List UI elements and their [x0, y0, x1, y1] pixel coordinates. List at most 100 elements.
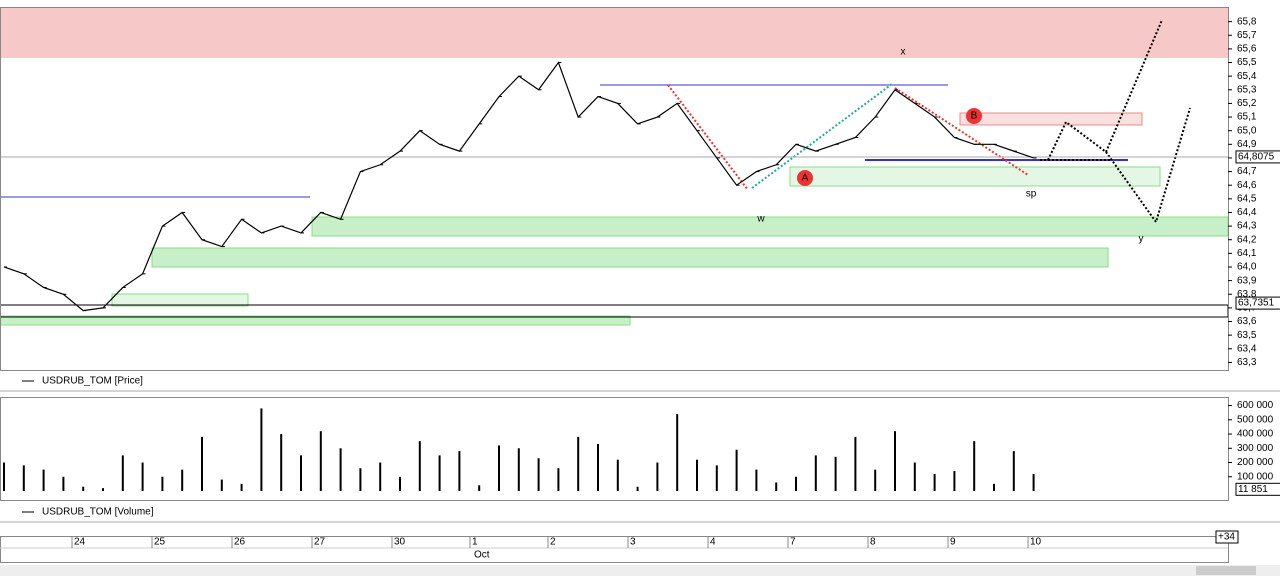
y-tick-label: 64,2 [1237, 234, 1257, 245]
value-marker [1235, 482, 1280, 496]
volume-bar [181, 469, 184, 491]
value-marker-label: 63,7351 [1238, 298, 1275, 309]
volume-bar [22, 465, 25, 491]
y-tick-label: 64,9 [1237, 139, 1257, 150]
y-tick-label: 65,0 [1237, 125, 1257, 136]
volume-bar [755, 469, 758, 491]
volume-bar [240, 483, 243, 491]
y-tick-label: 65,1 [1237, 112, 1257, 123]
offset-box [1215, 530, 1239, 544]
y-tick-label: 200 000 [1237, 457, 1274, 468]
volume-bar [557, 468, 560, 491]
volume-bar [795, 476, 797, 491]
y-tick-label: 64,3 [1237, 221, 1257, 232]
volume-bar [537, 458, 540, 491]
y-tick-label: 65,8 [1237, 16, 1257, 27]
y-tick-label: 64,5 [1237, 193, 1257, 204]
y-tick-label: 100 000 [1237, 471, 1274, 482]
volume-bar [913, 462, 916, 491]
volume-bar [161, 476, 164, 491]
y-tick-label: 64,6 [1237, 180, 1257, 191]
volume-bar [201, 436, 203, 491]
volume-bar [418, 441, 421, 491]
volume-bar [894, 431, 896, 491]
scroll-thumb[interactable] [1196, 566, 1256, 575]
legend-label: USDRUB_TOM [Price] [42, 376, 143, 387]
volume-bar [636, 486, 639, 491]
volume-bar [775, 482, 778, 491]
volume-bar [438, 455, 441, 491]
value-marker [1235, 296, 1280, 310]
y-tick-label: 500 000 [1237, 414, 1274, 425]
volume-bar [735, 449, 738, 491]
value-marker-label: 11 851 [1238, 484, 1268, 495]
resistance-zone [959, 112, 1143, 126]
value-marker-label: 64,8075 [1238, 152, 1275, 163]
volume-bar [874, 469, 877, 491]
volume-bar [597, 444, 599, 491]
volume-bar [300, 455, 302, 491]
volume-bar [577, 436, 580, 491]
volume-bar [42, 469, 45, 491]
trend-arrow [894, 87, 1029, 176]
volume-bar [121, 455, 124, 491]
volume-bar [715, 465, 718, 491]
volume-bar [478, 485, 481, 491]
volume-bar [498, 445, 500, 491]
y-tick-label: 65,4 [1237, 71, 1257, 82]
volume-bar [280, 434, 283, 491]
trend-arrow [751, 83, 893, 189]
x-tick-label: 26 [234, 537, 246, 548]
volume-bar [517, 448, 520, 491]
x-tick-label: 25 [154, 537, 166, 548]
y-tick-label: 400 000 [1237, 429, 1274, 440]
legend-label: USDRUB_TOM [Volume] [42, 507, 154, 518]
resistance-zone [0, 8, 1228, 58]
x-tick-label: 27 [314, 537, 326, 548]
x-tick-label: 10 [1030, 537, 1042, 548]
annotation: x [901, 47, 906, 58]
y-tick-label: 600 000 [1237, 400, 1274, 411]
volume-bar [458, 451, 461, 491]
y-tick-label: 65,5 [1237, 57, 1257, 68]
volume-panel [0, 397, 1229, 501]
volume-bar [616, 459, 619, 491]
price-panel [0, 7, 1229, 371]
x-tick-label: 30 [394, 537, 406, 548]
y-tick-label: 63,6 [1237, 316, 1257, 327]
offset-label: +34 [1218, 532, 1235, 543]
volume-bar [3, 462, 5, 491]
scrollbar[interactable] [0, 565, 1280, 576]
value-marker [1235, 150, 1280, 164]
volume-bar [379, 462, 382, 491]
volume-bar [82, 486, 85, 491]
x-tick-label: 3 [630, 537, 636, 548]
y-tick-label: 63,8 [1237, 289, 1257, 300]
volume-bar [102, 488, 104, 491]
y-tick-label: 65,3 [1237, 84, 1257, 95]
x-tick-label: 24 [74, 537, 86, 548]
y-tick-label: 64,7 [1237, 166, 1257, 177]
annotation: B [971, 111, 978, 122]
volume-bar [399, 476, 401, 491]
volume-bar [319, 431, 322, 491]
y-tick-label: 64,1 [1237, 248, 1257, 259]
y-tick-label: 300 000 [1237, 443, 1274, 454]
label-badge [797, 170, 813, 186]
y-tick-label: 65,2 [1237, 98, 1257, 109]
volume-bar [696, 459, 698, 491]
volume-bar [933, 473, 936, 491]
x-tick-label: 9 [950, 537, 956, 548]
volume-bar [339, 448, 342, 491]
support-zone [789, 166, 1161, 187]
annotation: sp [1026, 189, 1037, 200]
volume-bar [814, 455, 817, 491]
annotation: w [756, 214, 765, 225]
y-tick-label: 63,4 [1237, 343, 1257, 354]
support-zone [0, 315, 631, 326]
volume-bar [141, 462, 144, 491]
time-axis [0, 536, 1229, 563]
y-tick-label: 65,6 [1237, 44, 1257, 55]
